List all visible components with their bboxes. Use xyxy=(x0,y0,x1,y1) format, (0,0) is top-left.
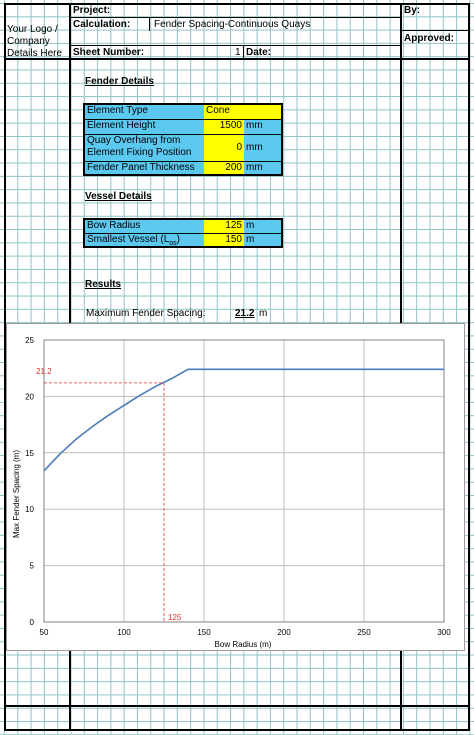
panel-thickness-label: Fender Panel Thickness xyxy=(85,162,204,174)
x-axis-label: Bow Radius (m) xyxy=(215,640,272,649)
plot-area xyxy=(43,339,445,623)
smallest-vessel-unit: m xyxy=(244,234,281,246)
footer-rule xyxy=(4,705,470,707)
quay-overhang-value-text: 0 xyxy=(236,142,242,153)
y-tick-label: 25 xyxy=(25,336,34,345)
x-tick-label: 100 xyxy=(117,628,131,637)
header-cell-divider-2 xyxy=(243,45,244,58)
y-tick-label: 20 xyxy=(25,392,34,401)
sheet-number-value: 1 xyxy=(235,47,241,58)
quay-overhang-label: Quay Overhang from Element Fixing Positi… xyxy=(85,135,204,161)
y-tick-label: 15 xyxy=(25,449,34,458)
quay-overhang-label-line2: Element Fixing Position xyxy=(87,147,192,158)
vessel-details-heading: Vessel Details xyxy=(85,191,152,202)
bow-radius-value[interactable]: 125 xyxy=(204,220,244,233)
y-tick-label: 5 xyxy=(30,562,35,571)
x-tick-label: 150 xyxy=(197,628,211,637)
calculation-value: Fender Spacing-Continuous Quays xyxy=(154,19,311,30)
smallest-vessel-label-end: ) xyxy=(176,234,181,245)
row-divider xyxy=(85,119,281,120)
row-divider xyxy=(85,233,281,234)
row-divider xyxy=(85,161,281,162)
smallest-vessel-label-sub: os xyxy=(169,240,177,246)
element-height-value[interactable]: 1500 xyxy=(204,120,244,134)
x-tick-label: 50 xyxy=(40,628,49,637)
element-height-unit: mm xyxy=(244,120,281,134)
y-tick-label: 0 xyxy=(30,618,35,627)
fender-details-heading: Fender Details xyxy=(85,76,154,87)
element-height-label: Element Height xyxy=(85,120,204,134)
logo-text-3: Details Here xyxy=(7,48,63,59)
panel-thickness-value[interactable]: 200 xyxy=(204,162,244,174)
header-rule-3 xyxy=(70,45,400,46)
calculation-label: Calculation: xyxy=(73,19,131,30)
header-rule-2 xyxy=(401,30,469,31)
series-line xyxy=(43,368,444,472)
sheet-number-label: Sheet Number: xyxy=(73,47,145,58)
header-rule-1 xyxy=(70,17,400,18)
element-type-label: Element Type xyxy=(85,105,204,119)
marker-x-label: 125 xyxy=(168,613,182,622)
project-label: Project: xyxy=(73,5,111,16)
marker-y-label: 21.2 xyxy=(36,367,52,376)
header-bottom-rule xyxy=(4,58,470,60)
quay-overhang-unit: mm xyxy=(244,135,281,161)
max-fender-spacing-unit: m xyxy=(259,308,268,319)
panel-thickness-unit: mm xyxy=(244,162,281,174)
quay-overhang-label-line1: Quay Overhang from xyxy=(87,135,181,146)
quay-overhang-value[interactable]: 0 xyxy=(204,135,244,161)
fender-details-table: Element Type Cone Element Height 1500 mm… xyxy=(83,103,283,176)
max-fender-spacing-label: Maximum Fender Spacing: xyxy=(86,308,206,319)
smallest-vessel-label: Smallest Vessel (Los) xyxy=(85,234,204,246)
quay-overhang-unit-text: mm xyxy=(246,142,263,153)
smallest-vessel-value[interactable]: 150 xyxy=(204,234,244,246)
results-heading: Results xyxy=(85,279,122,290)
date-label: Date: xyxy=(246,47,272,58)
x-tick-label: 200 xyxy=(277,628,291,637)
x-tick-label: 250 xyxy=(357,628,371,637)
fender-spacing-chart: Max Fender Spacing (m) Bow Radius (m) 50… xyxy=(6,323,465,651)
header-cell-divider xyxy=(149,17,150,31)
approved-label: Approved: xyxy=(404,33,454,44)
chart-svg: Max Fender Spacing (m) Bow Radius (m) 50… xyxy=(12,336,451,649)
y-axis-label: Max Fender Spacing (m) xyxy=(12,450,21,538)
y-tick-label: 10 xyxy=(25,505,34,514)
logo-text-2: Company xyxy=(7,36,50,47)
vessel-details-table: Bow Radius 125 m Smallest Vessel (Los) 1… xyxy=(83,218,283,248)
bow-radius-unit: m xyxy=(244,220,281,233)
x-tick-label: 300 xyxy=(437,628,451,637)
smallest-vessel-label-text: Smallest Vessel (L xyxy=(87,234,170,245)
by-label: By: xyxy=(404,5,421,16)
sheet-border xyxy=(4,3,470,731)
max-fender-spacing-value: 21.2 xyxy=(235,308,255,319)
element-type-value[interactable]: Cone xyxy=(204,105,281,119)
bow-radius-label: Bow Radius xyxy=(85,220,204,233)
logo-text-1: Your Logo / xyxy=(7,24,58,35)
row-divider xyxy=(85,134,281,135)
